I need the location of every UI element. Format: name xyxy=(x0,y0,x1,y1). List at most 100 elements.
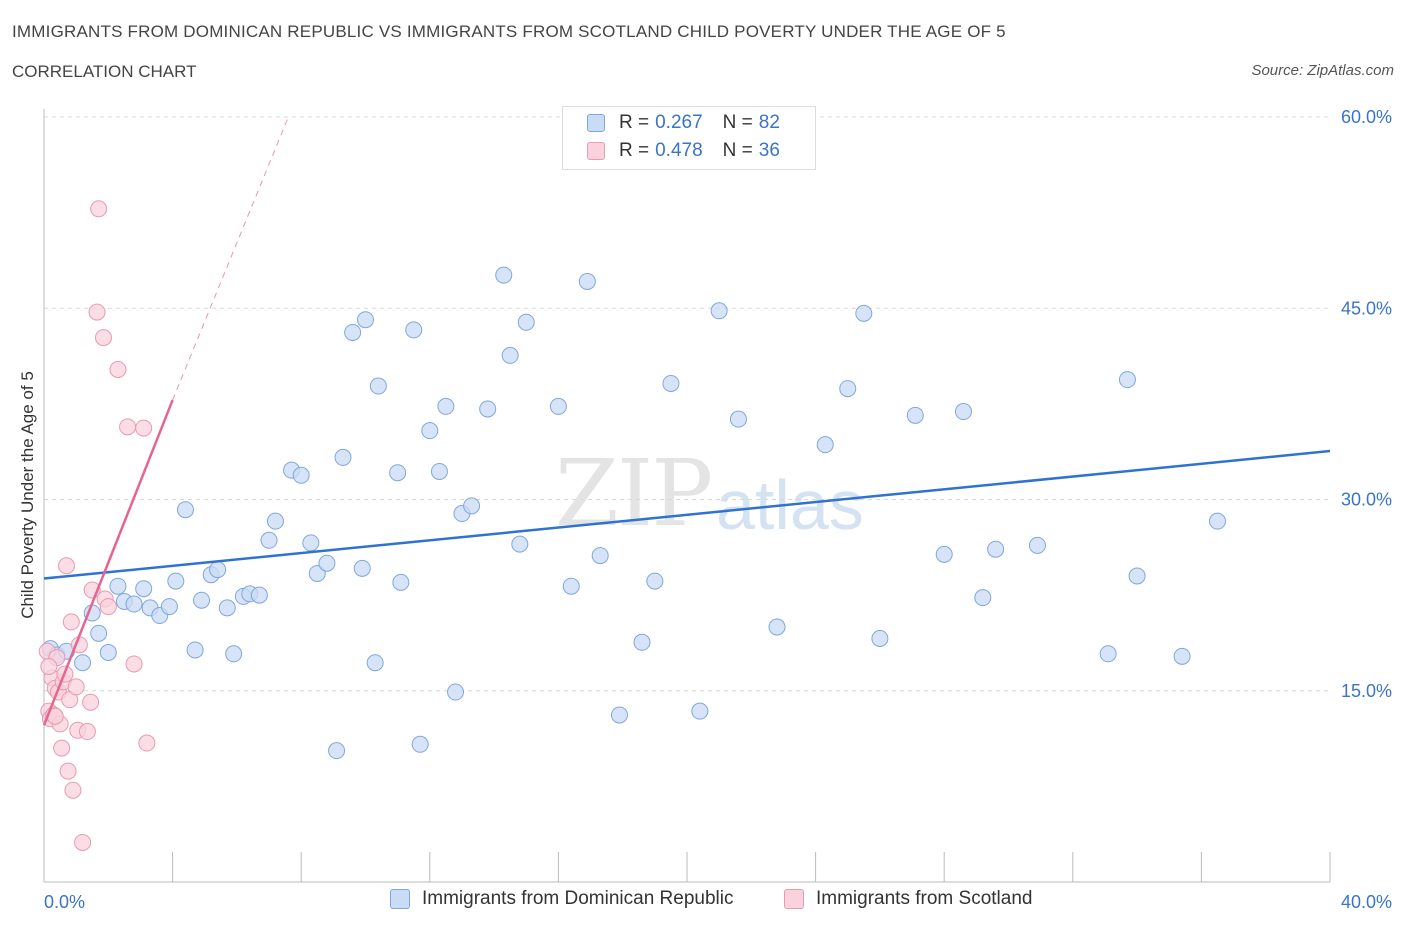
data-point-dominican xyxy=(421,422,439,440)
data-point-dominican xyxy=(511,535,529,553)
data-point-scotland xyxy=(78,723,96,741)
data-point-dominican xyxy=(987,540,1005,558)
data-point-dominican xyxy=(447,683,465,701)
r-value-blue: 0.267 xyxy=(655,112,703,133)
data-point-dominican xyxy=(430,462,448,480)
data-point-dominican xyxy=(167,572,185,590)
data-point-scotland xyxy=(74,833,92,851)
data-point-scotland xyxy=(67,678,85,696)
x-tick-label: 40.0% xyxy=(1341,892,1392,912)
blue-swatch xyxy=(390,889,410,909)
bottom-legend-label-scotland: Immigrants from Scotland xyxy=(816,888,1033,909)
stats-legend: R = 0.267 N = 82 R = 0.478 N = 36 xyxy=(562,106,816,170)
data-point-dominican xyxy=(974,589,992,607)
trendline-scotland-extension xyxy=(172,116,289,401)
data-point-dominican xyxy=(578,272,596,290)
data-point-dominican xyxy=(729,410,747,428)
data-point-scotland xyxy=(64,781,82,799)
data-point-dominican xyxy=(906,406,924,424)
data-point-dominican xyxy=(839,380,857,398)
data-point-dominican xyxy=(816,436,834,454)
data-point-scotland xyxy=(62,613,80,631)
data-point-dominican xyxy=(710,302,728,320)
data-point-scotland xyxy=(135,419,153,437)
data-point-scotland xyxy=(138,734,156,752)
data-point-dominican xyxy=(250,586,268,604)
chart-title: IMMIGRANTS FROM DOMINICAN REPUBLIC VS IM… xyxy=(12,22,1006,41)
data-point-dominican xyxy=(562,577,580,595)
data-point-scotland xyxy=(53,739,71,757)
n-value-blue: 82 xyxy=(758,112,780,133)
data-point-dominican xyxy=(292,466,310,484)
data-point-dominican xyxy=(193,591,211,609)
data-point-scotland xyxy=(99,598,117,616)
data-point-dominican xyxy=(74,654,92,672)
data-point-scotland xyxy=(59,762,77,780)
y-tick-label: 15.0% xyxy=(1341,681,1392,701)
data-point-dominican xyxy=(633,633,651,651)
data-point-dominican xyxy=(405,321,423,339)
data-point-dominican xyxy=(353,559,371,577)
watermark-zip: ZIP xyxy=(555,440,713,547)
data-point-scotland xyxy=(90,200,108,218)
y-tick-label: 60.0% xyxy=(1341,107,1392,127)
data-point-dominican xyxy=(357,311,374,329)
data-point-dominican xyxy=(1128,567,1146,585)
data-point-dominican xyxy=(99,644,117,661)
data-point-dominican xyxy=(266,512,284,530)
r-label: R = xyxy=(619,140,650,161)
data-point-dominican xyxy=(328,742,346,760)
data-point-dominican xyxy=(437,397,455,415)
data-point-dominican xyxy=(549,397,567,415)
data-point-dominican xyxy=(1173,647,1191,665)
pink-swatch xyxy=(784,889,804,909)
data-point-scotland xyxy=(125,655,143,673)
data-point-scotland xyxy=(88,303,106,321)
bottom-legend-item-dominican: Immigrants from Dominican Republic xyxy=(390,888,734,910)
r-value-pink: 0.478 xyxy=(655,140,703,161)
data-point-dominican xyxy=(591,547,609,565)
source-note: Source: ZipAtlas.com xyxy=(1251,62,1394,79)
data-point-dominican xyxy=(218,599,236,617)
data-point-dominican xyxy=(691,702,709,720)
bottom-legend-item-scotland: Immigrants from Scotland xyxy=(784,888,1032,910)
data-point-dominican xyxy=(855,304,873,322)
data-point-scotland xyxy=(40,658,58,676)
data-point-dominican xyxy=(935,545,953,563)
data-point-dominican xyxy=(186,641,204,659)
data-point-dominican xyxy=(176,501,194,519)
data-point-dominican xyxy=(871,629,889,647)
data-point-dominican xyxy=(517,313,535,331)
data-point-dominican xyxy=(318,554,336,572)
trendline-dominican xyxy=(43,449,1331,580)
data-point-dominican xyxy=(768,618,786,636)
r-label: R = xyxy=(619,112,650,133)
x-tick-label: 0.0% xyxy=(44,892,85,912)
data-point-scotland xyxy=(94,329,112,347)
data-point-dominican xyxy=(160,598,178,616)
data-point-dominican xyxy=(495,266,513,284)
trendline-scotland xyxy=(42,399,174,726)
y-tick-label: 45.0% xyxy=(1341,298,1392,318)
chart-subtitle: CORRELATION CHART xyxy=(12,62,197,81)
stats-legend-row-pink: R = 0.478 N = 36 xyxy=(587,139,780,163)
n-label: N = xyxy=(722,140,753,161)
bottom-legend-label-dominican: Immigrants from Dominican Republic xyxy=(422,888,734,909)
data-point-dominican xyxy=(662,374,680,392)
data-point-dominican xyxy=(479,400,497,418)
data-point-dominican xyxy=(646,572,664,590)
data-point-dominican xyxy=(135,580,153,598)
n-value-pink: 36 xyxy=(758,140,780,161)
data-point-dominican xyxy=(302,534,320,552)
data-point-dominican xyxy=(1099,645,1117,663)
data-point-dominican xyxy=(109,577,127,595)
data-point-dominican xyxy=(125,595,143,613)
data-point-dominican xyxy=(344,323,362,341)
data-point-dominican xyxy=(1208,512,1226,530)
data-point-dominican xyxy=(1028,536,1046,554)
data-point-scotland xyxy=(82,693,100,711)
data-point-dominican xyxy=(954,403,972,421)
data-point-dominican xyxy=(209,561,227,579)
blue-swatch xyxy=(587,114,605,132)
